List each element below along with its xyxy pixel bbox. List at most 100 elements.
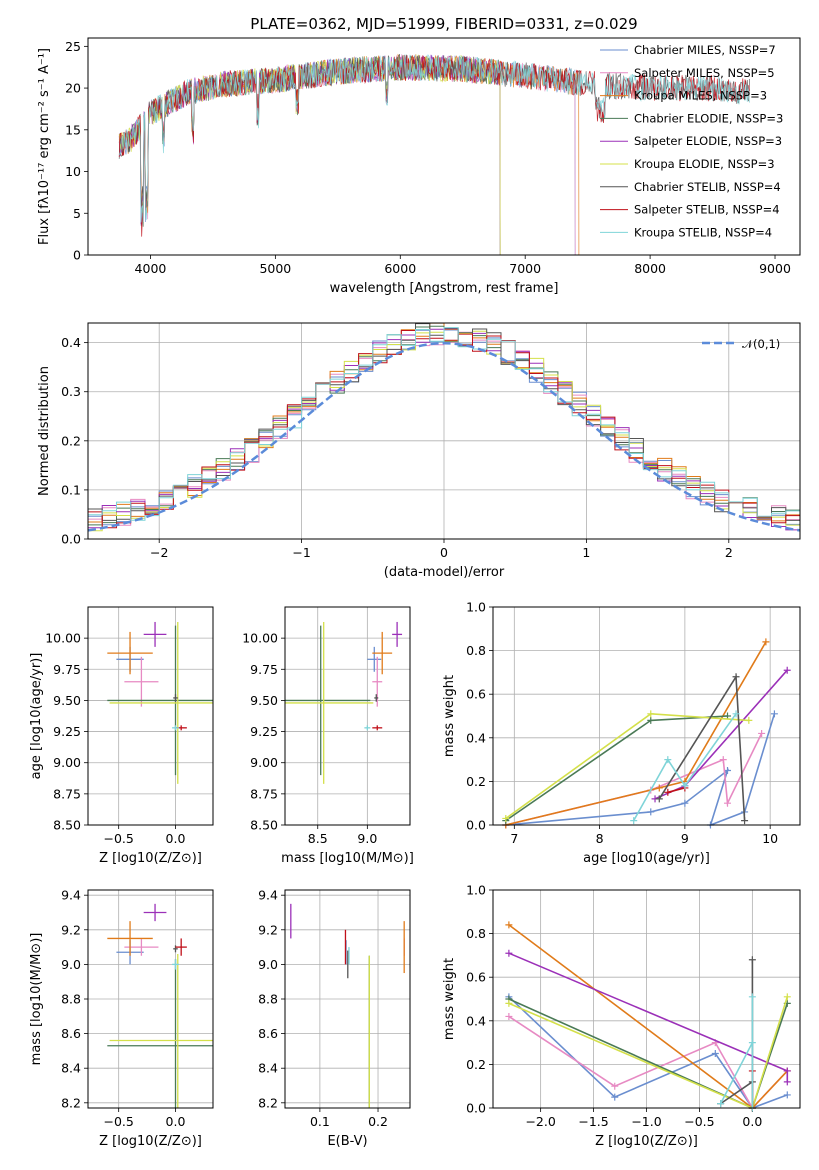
age-vs-mass-xlabel: mass [log10(M/M⊙)] (281, 851, 414, 866)
mass-vs-z-panel: −0.5 0.0 8.2 8.4 8.6 8.8 9.0 9.2 9.4 Z [log10(Z/Z… (29, 888, 214, 1149)
mass-vs-ebv-ytick-label-5: 9.2 (258, 922, 278, 937)
weight-vs-z-series-8 (719, 996, 754, 1108)
age-vs-mass-ytick-label-0: 8.50 (250, 818, 278, 833)
weight-vs-z-ytick-label-1: 0.2 (466, 1057, 486, 1072)
weight-vs-age-marker-3-1 (647, 716, 655, 724)
spectrum-series-8 (118, 54, 750, 223)
weight-vs-age-xlabel: age [log10(age/yr)] (583, 851, 710, 866)
spectrum-legend-7: Salpeter STELIB, NSSP=4 (634, 203, 780, 217)
spectrum-panel: 4000 5000 6000 7000 8000 9000 0 5 10 15 20 25 wavele… (37, 37, 801, 296)
weight-vs-age-marker-5-1 (647, 710, 655, 718)
spectrum-xtick-label-1: 5000 (259, 261, 291, 276)
age-vs-z-ytick-label-1: 8.75 (53, 786, 81, 801)
age-vs-mass-panel: 8.5 9.0 8.50 8.75 9.00 9.25 9.50 9.75 10.00 mass … (242, 606, 414, 866)
age-vs-mass-ytick-label-4: 9.50 (250, 693, 278, 708)
mass-vs-z-frame (87, 889, 214, 1109)
mass-vs-ebv-ytick-label-0: 8.2 (258, 1095, 278, 1110)
residuals-xtick-label-4: 2 (725, 545, 733, 560)
weight-vs-age-marker-6-2 (741, 817, 749, 825)
weight-vs-age-ytick-label-2: 0.4 (466, 730, 486, 745)
weight-vs-z-marker-6-2 (748, 956, 756, 964)
age-vs-z-ytick-label-5: 9.75 (53, 662, 81, 677)
residuals-frame (87, 322, 801, 540)
weight-vs-z-marker-8-0 (717, 1100, 725, 1108)
weight-vs-age-xtick-label-2: 9 (681, 831, 689, 846)
spectrum-legend-2: Kroupa MILES, NSSP=3 (634, 89, 767, 103)
weight-vs-age-series-8 (633, 713, 737, 821)
weight-vs-z-xlabel: Z [log10(Z/Z⊙)] (595, 1134, 698, 1149)
weight-vs-age-marker-2-1 (655, 784, 663, 792)
weight-vs-age-marker-0-3 (724, 767, 732, 774)
mass-vs-z-ytick-label-6: 9.4 (61, 888, 81, 903)
mass-vs-ebv-frame (284, 889, 411, 1109)
age-vs-mass-ytick-label-1: 8.75 (250, 786, 278, 801)
spectrum-ylabel: Flux [fλ10⁻¹⁷ erg cm⁻² s⁻¹ A⁻¹] (37, 48, 52, 245)
residuals-xlabel: (data-model)/error (384, 565, 505, 580)
weight-vs-z-marker-8-2 (748, 993, 756, 1001)
weight-vs-z-ytick-label-3: 0.6 (466, 970, 486, 985)
spectrum-legend-1: Salpeter MILES, NSSP=5 (634, 66, 775, 80)
residuals-ytick-label-0: 0.0 (61, 532, 81, 547)
weight-vs-age-xtick-label-1: 8 (596, 831, 604, 846)
weight-vs-z-marker-4-2 (783, 1078, 791, 1086)
residuals-xtick-label-3: 1 (582, 545, 590, 560)
age-vs-z-xlabel: Z [log10(Z/Z⊙)] (99, 851, 202, 866)
weight-vs-age-marker-5-2 (745, 716, 753, 724)
age-vs-z-ytick-label-4: 9.50 (53, 693, 81, 708)
residuals-ylabel: Normed distribution (37, 366, 52, 496)
spectrum-xtick-label-5: 9000 (759, 261, 791, 276)
age-vs-z-ytick-label-2: 9.00 (53, 755, 81, 770)
weight-vs-z-marker-2-0 (505, 921, 513, 929)
weight-vs-z-frame (492, 889, 801, 1109)
weight-vs-z-marker-0-4 (783, 1091, 791, 1099)
mass-vs-ebv-ytick-label-3: 8.8 (258, 992, 278, 1007)
age-vs-mass-ytick-label-2: 9.00 (250, 755, 278, 770)
residuals-xtick-label-2: 0 (440, 545, 448, 560)
weight-vs-z-ytick-label-5: 1.0 (466, 883, 486, 898)
spectrum-ytick-label-3: 15 (65, 122, 81, 137)
weight-vs-z-xtick-label-3: −0.5 (684, 1114, 714, 1129)
age-vs-z-xtick-label-0: −0.5 (104, 831, 134, 846)
residuals-ytick-label-4: 0.4 (61, 335, 81, 350)
spectrum-ytick-label-2: 10 (65, 164, 81, 179)
residuals-hist-8 (88, 327, 800, 531)
age-vs-z-ytick-label-3: 9.25 (53, 724, 81, 739)
mass-vs-ebv-xlabel: E(B-V) (327, 1134, 367, 1149)
mass-vs-z-ytick-label-5: 9.2 (61, 922, 81, 937)
age-vs-z-ylabel: age [log10(age/yr)] (29, 653, 44, 780)
weight-vs-age-series-2 (505, 641, 767, 826)
age-vs-mass-xtick-label-1: 9.0 (357, 831, 377, 846)
weight-vs-z-ytick-label-0: 0.0 (466, 1101, 486, 1116)
mass-vs-ebv-xtick-label-0: 0.1 (310, 1114, 330, 1129)
spectrum-ytick-label-1: 5 (73, 206, 81, 221)
weight-vs-age-marker-5-0 (502, 814, 510, 822)
age-vs-mass-ytick-label-5: 9.75 (250, 662, 278, 677)
residuals-xtick-label-0: −2 (150, 545, 168, 560)
weight-vs-age-marker-8-3 (732, 710, 740, 718)
age-vs-mass-frame (284, 606, 411, 826)
mass-vs-z-ylabel: mass [log10(M/M⊙)] (29, 933, 44, 1066)
age-vs-z-ytick-label-0: 8.50 (53, 818, 81, 833)
weight-vs-z-xtick-label-0: −2.0 (525, 1114, 555, 1129)
weight-vs-age-ylabel: mass weight (442, 675, 457, 757)
weight-vs-z-marker-8-1 (748, 1039, 756, 1047)
mass-vs-z-ytick-label-0: 8.2 (61, 1095, 81, 1110)
age-vs-z-frame (87, 606, 214, 826)
mass-vs-z-xlabel: Z [log10(Z/Z⊙)] (99, 1134, 202, 1149)
weight-vs-age-marker-8-1 (664, 756, 672, 764)
age-vs-mass-xtick-label-0: 8.5 (308, 831, 328, 846)
mass-vs-ebv-panel: 0.1 0.2 8.2 8.4 8.6 8.8 9.0 9.2 9.4 E(B-V) (258, 888, 411, 1149)
weight-vs-age-marker-8-0 (630, 817, 638, 825)
spectrum-legend-6: Chabrier STELIB, NSSP=4 (634, 180, 781, 194)
mass-vs-ebv-ytick-label-1: 8.4 (258, 1061, 278, 1076)
spectrum-xtick-label-0: 4000 (135, 261, 167, 276)
spectrum-xtick-label-2: 6000 (384, 261, 416, 276)
weight-vs-age-panel: 7 8 9 10 0.0 0.2 0.4 0.6 0.8 1.0 age [log10(age/yr… (442, 600, 801, 866)
mass-vs-ebv-ytick-label-6: 9.4 (258, 888, 278, 903)
spectrum-frame (87, 37, 801, 256)
weight-vs-age-xtick-label-3: 10 (762, 831, 778, 846)
age-vs-z-xtick-label-1: 0.0 (166, 831, 186, 846)
residuals-legend-label: 𝒩(0,1) (742, 337, 780, 351)
age-vs-mass-ytick-label-6: 10.00 (242, 631, 278, 646)
